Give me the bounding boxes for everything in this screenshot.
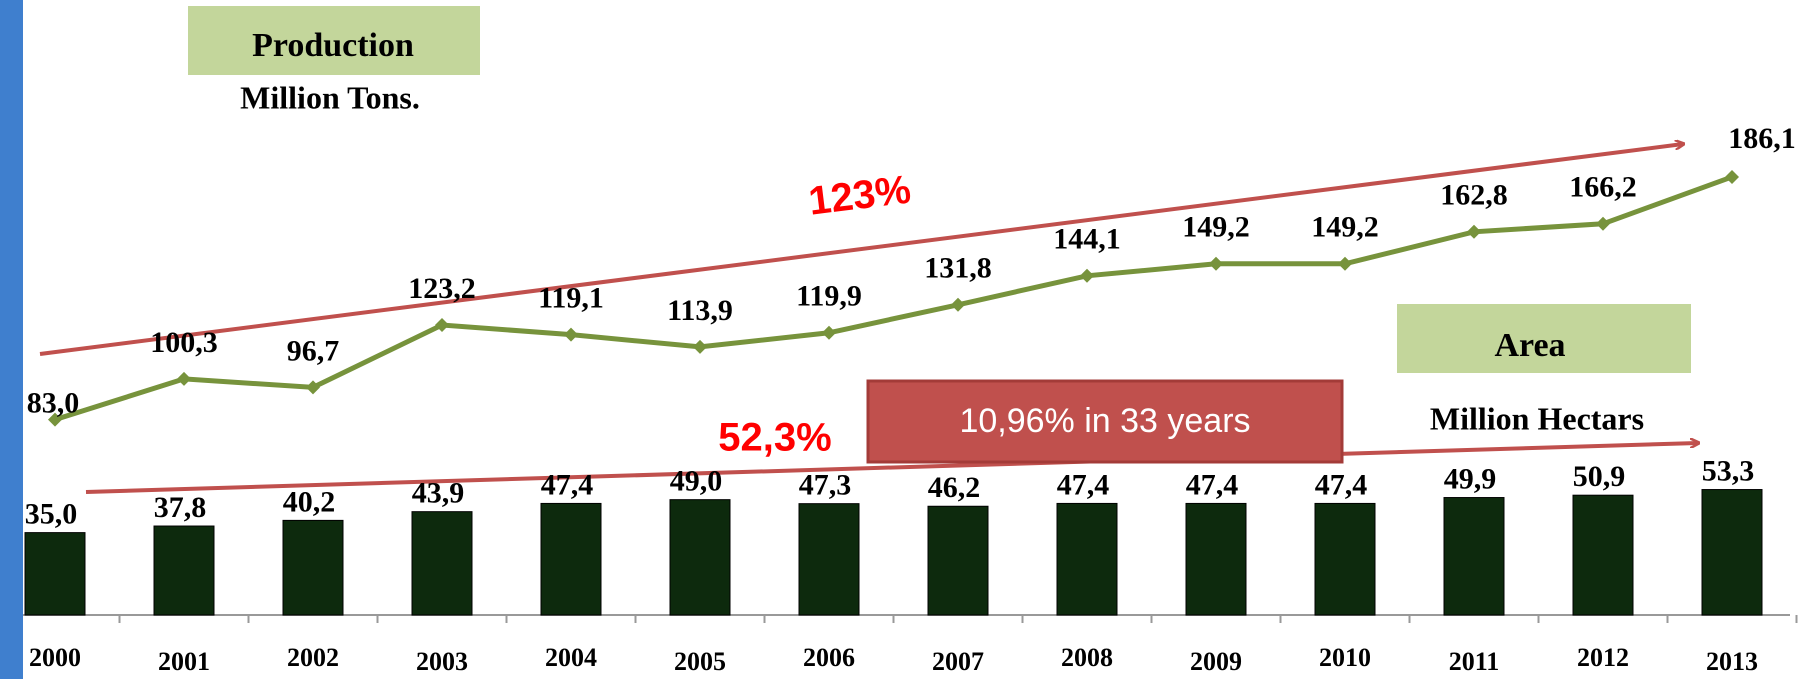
bar-label: 47,4 bbox=[1057, 468, 1110, 501]
x-tick-label: 2011 bbox=[1449, 647, 1500, 676]
x-tick-label: 2001 bbox=[158, 647, 210, 676]
line-label: 119,9 bbox=[796, 280, 862, 313]
x-tick-label: 2002 bbox=[287, 643, 339, 672]
bar-label: 50,9 bbox=[1573, 460, 1626, 493]
note-text: 10,96% in 33 years bbox=[959, 402, 1250, 440]
line-marker bbox=[1338, 256, 1352, 271]
bar-label: 35,0 bbox=[25, 498, 78, 531]
bar-label: 49,0 bbox=[670, 465, 723, 498]
bar-label: 43,9 bbox=[412, 477, 465, 510]
line-label: 83,0 bbox=[27, 387, 80, 420]
line-label: 96,7 bbox=[287, 334, 340, 367]
line-marker bbox=[822, 325, 836, 340]
x-tick-label: 2013 bbox=[1706, 647, 1758, 676]
bar bbox=[1443, 497, 1505, 616]
production-growth: 123% bbox=[806, 168, 913, 224]
x-tick-label: 2004 bbox=[545, 643, 597, 672]
area-unit: Million Hectars bbox=[1430, 400, 1644, 436]
bar-label: 46,2 bbox=[928, 471, 981, 504]
x-tick-label: 2008 bbox=[1061, 643, 1113, 672]
area-growth: 52,3% bbox=[718, 416, 831, 460]
line-marker bbox=[1080, 268, 1094, 283]
x-tick-label: 2006 bbox=[803, 643, 855, 672]
line-marker bbox=[1596, 216, 1610, 231]
line-marker bbox=[435, 318, 449, 333]
line-label: 149,2 bbox=[1182, 211, 1250, 244]
area-arrow bbox=[85, 443, 1698, 494]
x-tick-label: 2009 bbox=[1190, 647, 1242, 676]
area-box bbox=[1397, 304, 1691, 373]
x-tick-label: 2010 bbox=[1319, 643, 1371, 672]
bar bbox=[798, 503, 860, 616]
line-marker bbox=[48, 412, 62, 427]
bar bbox=[1185, 502, 1247, 616]
production-arrow bbox=[39, 144, 1683, 356]
bar-label: 40,2 bbox=[283, 485, 336, 518]
line bbox=[54, 174, 1733, 423]
line-marker bbox=[693, 339, 707, 354]
line-marker bbox=[306, 380, 320, 395]
line-label: 149,2 bbox=[1311, 211, 1379, 244]
bar-label: 47,3 bbox=[799, 469, 852, 502]
bar bbox=[1056, 502, 1118, 616]
line-label: 144,1 bbox=[1053, 223, 1121, 256]
line-marker bbox=[564, 327, 578, 342]
bar bbox=[282, 519, 344, 616]
line-marker bbox=[951, 297, 965, 312]
bar-label: 47,4 bbox=[541, 468, 594, 501]
bar-label: 49,9 bbox=[1444, 462, 1497, 495]
line-marker bbox=[1467, 224, 1481, 239]
x-tick-label: 2007 bbox=[932, 647, 984, 676]
bar bbox=[927, 505, 989, 616]
line-label: 123,2 bbox=[408, 272, 476, 305]
line-marker bbox=[1209, 256, 1223, 271]
bar bbox=[411, 511, 473, 616]
bar bbox=[669, 499, 731, 616]
bar bbox=[540, 502, 602, 616]
bar bbox=[1572, 494, 1634, 616]
bar-label: 53,3 bbox=[1702, 454, 1755, 487]
line-label: 119,1 bbox=[538, 282, 604, 315]
bar bbox=[153, 525, 215, 616]
bar bbox=[24, 532, 86, 616]
bar bbox=[1314, 502, 1376, 616]
line-label: 100,3 bbox=[150, 326, 218, 359]
side-strip bbox=[0, 0, 23, 679]
x-tick-label: 2003 bbox=[416, 647, 468, 676]
note-box bbox=[866, 379, 1344, 464]
line-label: 131,8 bbox=[924, 252, 992, 285]
bar bbox=[1701, 489, 1763, 616]
x-tick-label: 2000 bbox=[29, 643, 81, 672]
bar-label: 47,4 bbox=[1186, 468, 1239, 501]
x-tick-label: 2012 bbox=[1577, 643, 1629, 672]
line-label: 186,1 bbox=[1728, 122, 1796, 155]
line-marker bbox=[177, 371, 191, 386]
bar-label: 37,8 bbox=[154, 491, 207, 524]
area-title: Area bbox=[1494, 327, 1565, 364]
bar-label: 47,4 bbox=[1315, 468, 1368, 501]
line-marker bbox=[1725, 169, 1739, 184]
production-title: Production bbox=[252, 27, 414, 64]
production-box bbox=[188, 6, 480, 75]
line-label: 166,2 bbox=[1569, 171, 1637, 204]
line-label: 162,8 bbox=[1440, 179, 1508, 212]
line-label: 113,9 bbox=[667, 294, 733, 327]
production-unit: Million Tons. bbox=[240, 79, 420, 115]
x-tick-label: 2005 bbox=[674, 647, 726, 676]
